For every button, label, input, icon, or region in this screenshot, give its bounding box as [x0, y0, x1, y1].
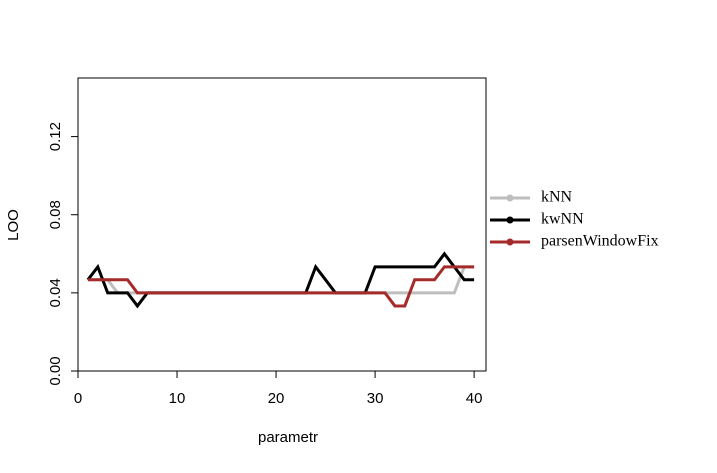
x-tick-label: 10 [169, 390, 186, 407]
plot-box [77, 77, 487, 372]
x-tick-label: 40 [466, 390, 483, 407]
legend-marker [506, 194, 514, 202]
x-tick-label: 0 [74, 390, 82, 407]
y-tick-label: 0.04 [47, 278, 64, 307]
x-axis-label: parametr [258, 429, 318, 446]
series-line [87, 265, 475, 308]
legend-label: kNN [541, 189, 573, 206]
y-tick-label: 0.00 [47, 356, 64, 385]
legend-marker [506, 216, 514, 224]
x-tick-label: 30 [367, 390, 384, 407]
y-tick-label: 0.08 [47, 200, 64, 229]
legend-label: parsenWindowFix [541, 233, 659, 250]
y-axis-label: LOO [5, 209, 22, 241]
x-tick-label: 20 [268, 390, 285, 407]
y-tick-label: 0.12 [47, 122, 64, 151]
legend-label: kwNN [541, 211, 584, 228]
legend-marker [506, 238, 514, 246]
